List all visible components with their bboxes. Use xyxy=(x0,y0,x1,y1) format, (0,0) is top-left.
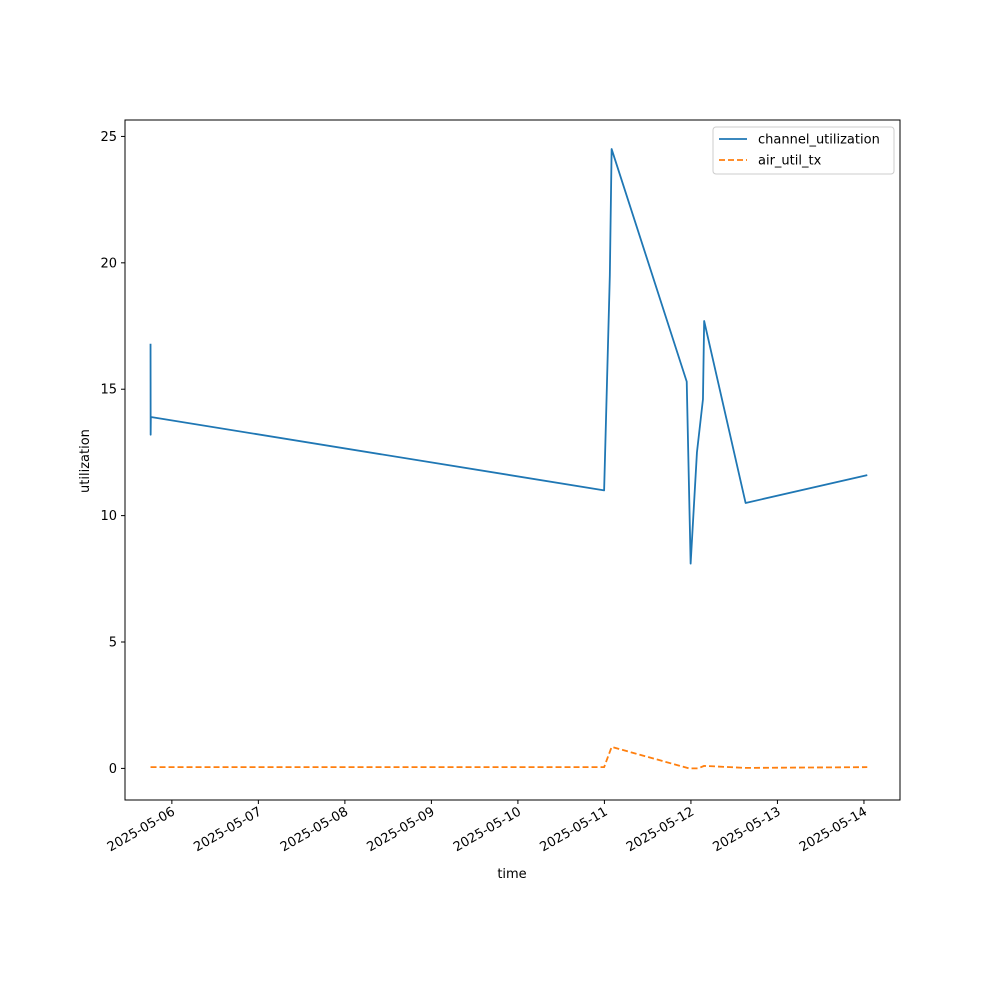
legend-box xyxy=(712,126,895,175)
y-tick-label: 10 xyxy=(100,509,117,524)
y-tick-label: 20 xyxy=(100,256,117,271)
legend-label: air_util_tx xyxy=(758,154,822,169)
series-line-channel-utilization xyxy=(149,148,868,565)
legend: channel_utilization air_util_tx xyxy=(712,126,895,175)
y-axis-label: utilization xyxy=(78,429,93,493)
x-axis-label: time xyxy=(497,867,526,882)
y-tick-label: 25 xyxy=(100,130,117,145)
legend-label: channel_utilization xyxy=(758,133,880,148)
y-tick-label: 5 xyxy=(109,636,117,651)
series-line-air-util-tx xyxy=(150,746,868,770)
y-tick-label: 15 xyxy=(100,383,117,398)
plot-area xyxy=(149,148,868,770)
plot-frame xyxy=(124,119,901,801)
y-tick-label: 0 xyxy=(109,762,117,777)
